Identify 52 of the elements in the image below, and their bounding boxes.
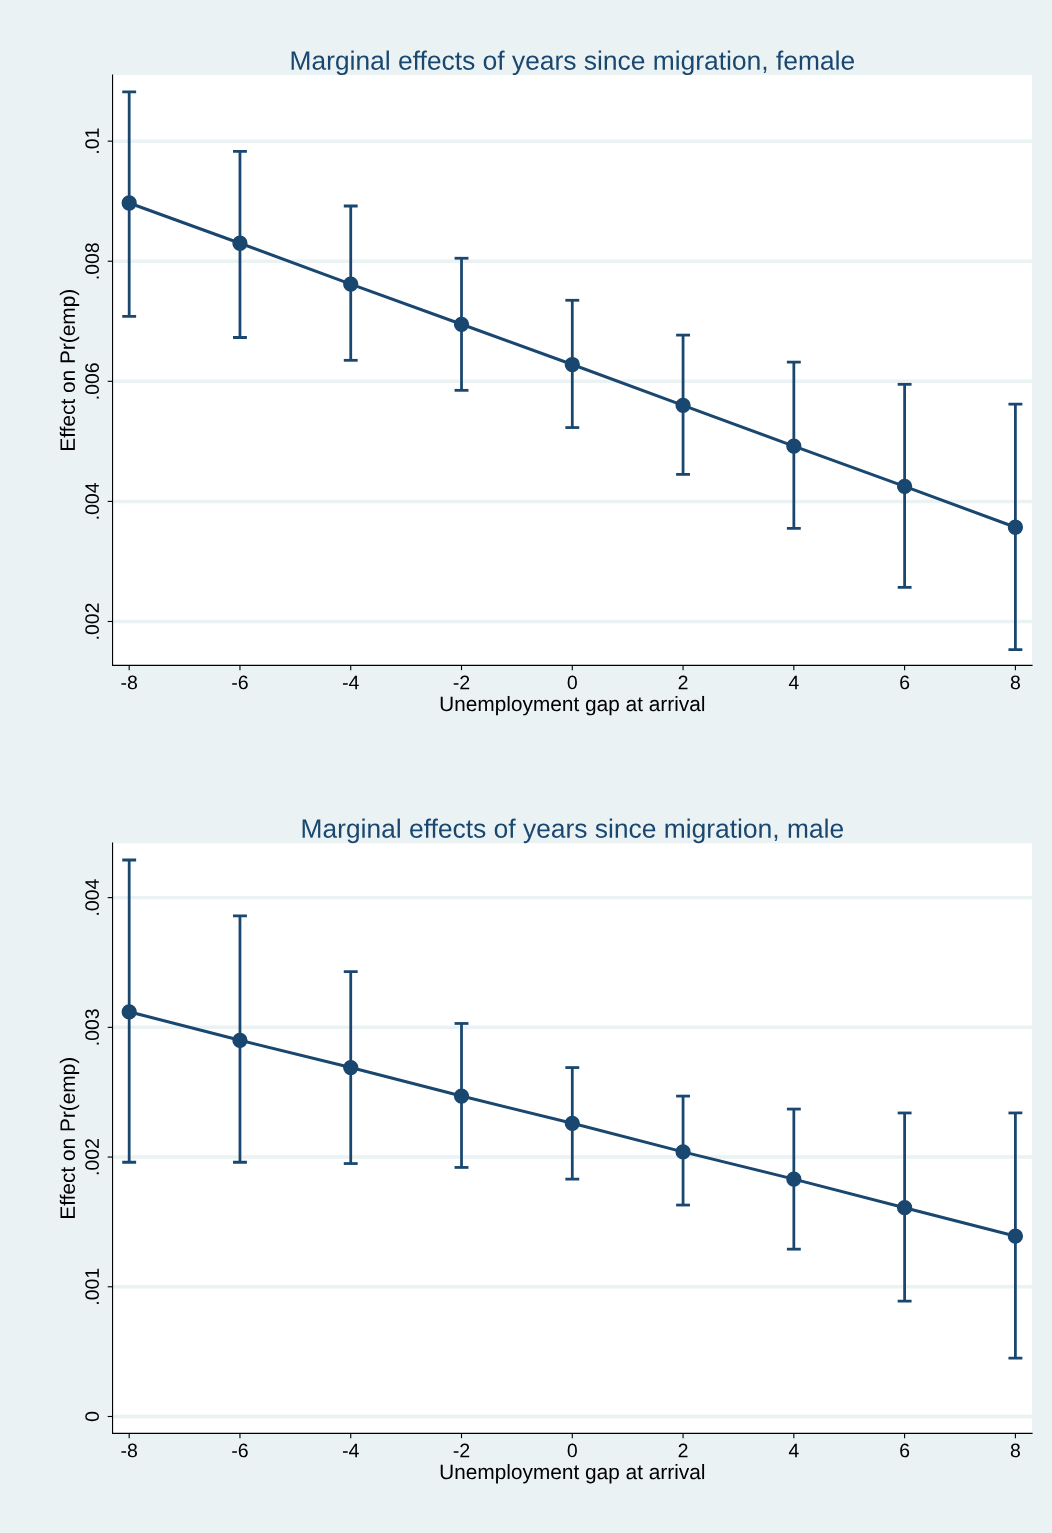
- point: [453, 1088, 470, 1104]
- point: [786, 1171, 802, 1187]
- x-tick-label: -2: [453, 675, 470, 690]
- x-tick-label: 8: [1010, 675, 1020, 690]
- x-tick-label: 2: [678, 675, 688, 690]
- x-tick-label: -8: [121, 1443, 137, 1458]
- y-tick-label: .006: [85, 363, 99, 399]
- x-tick-label: 2: [678, 1443, 688, 1458]
- x-tick-label: -2: [453, 1443, 470, 1458]
- x-tick-label: 0: [567, 675, 577, 690]
- x-tick-label: 6: [900, 675, 910, 690]
- point: [343, 1059, 359, 1076]
- y-tick-label: 0: [85, 1411, 99, 1422]
- point: [1007, 1228, 1024, 1244]
- point: [675, 1144, 691, 1160]
- x-axis-title: Unemployment gap at arrival: [440, 695, 705, 716]
- chart-title: Marginal effects of years since migration, female: [291, 50, 854, 76]
- y-tick-label: .003: [85, 1009, 99, 1045]
- point: [896, 1200, 913, 1216]
- x-tick-label: -4: [342, 1443, 359, 1458]
- point: [564, 356, 580, 373]
- x-tick-label: 0: [567, 1443, 577, 1458]
- y-tick-label: .008: [85, 243, 99, 279]
- y-tick-label: .004: [85, 879, 99, 915]
- x-tick-label: -4: [342, 675, 359, 690]
- point: [121, 195, 137, 211]
- x-tick-label: 4: [788, 675, 799, 690]
- y-tick-label: .002: [85, 603, 99, 639]
- point: [786, 438, 802, 454]
- point: [121, 1004, 137, 1020]
- chart-title: Marginal effects of years since migration, male: [302, 818, 843, 844]
- x-tick-label: -6: [232, 675, 248, 690]
- point: [675, 397, 691, 413]
- point: [453, 316, 470, 332]
- point: [232, 1032, 248, 1048]
- x-tick-label: 8: [1010, 1443, 1020, 1458]
- y-tick-label: .002: [85, 1139, 99, 1175]
- y-tick-label: .01: [85, 128, 99, 153]
- x-tick-label: 6: [900, 1443, 910, 1458]
- x-axis-title: Unemployment gap at arrival: [440, 1463, 705, 1484]
- x-tick-label: -6: [232, 1443, 248, 1458]
- x-tick-label: 4: [788, 1443, 799, 1458]
- point: [896, 478, 913, 495]
- y-tick-label: .001: [85, 1268, 99, 1304]
- point: [343, 276, 359, 292]
- point: [1007, 519, 1024, 535]
- x-tick-label: -8: [121, 675, 137, 690]
- point: [232, 235, 248, 251]
- y-axis-title: Effect on Pr(emp): [59, 290, 80, 450]
- point: [564, 1115, 580, 1131]
- y-tick-label: .004: [85, 483, 99, 519]
- y-axis-title: Effect on Pr(emp): [59, 1058, 80, 1218]
